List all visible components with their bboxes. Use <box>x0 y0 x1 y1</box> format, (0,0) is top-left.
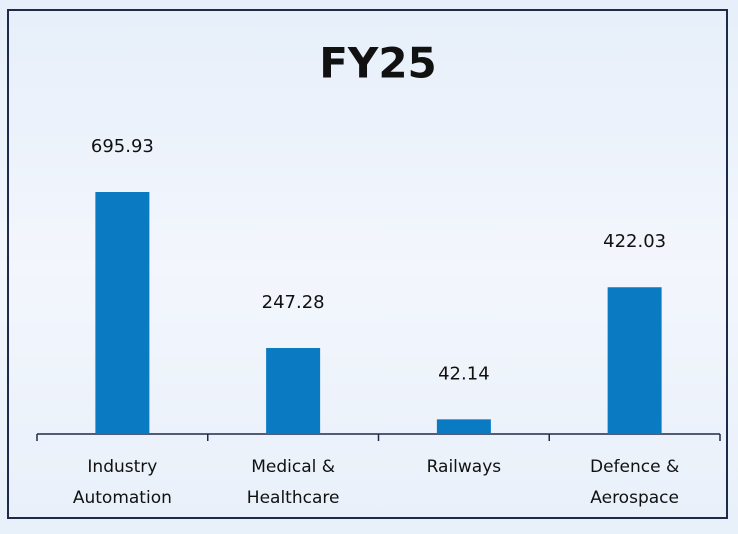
value-label: 695.93 <box>91 136 154 157</box>
bar <box>266 348 321 434</box>
value-label: 422.03 <box>603 231 666 252</box>
x-tick-label: Industry Automation <box>72 457 172 508</box>
x-tick-label: Railways <box>426 457 502 477</box>
value-label: 247.28 <box>262 292 325 313</box>
x-tick-label: Defence & Aerospace <box>590 457 680 508</box>
bar <box>95 192 150 434</box>
value-label: 42.14 <box>438 363 490 384</box>
bar <box>436 419 491 434</box>
x-tick-label: Medical & Healthcare <box>246 457 340 508</box>
chart-title: FY25 <box>319 39 437 88</box>
bar <box>607 287 662 434</box>
chart-frame <box>7 9 728 519</box>
